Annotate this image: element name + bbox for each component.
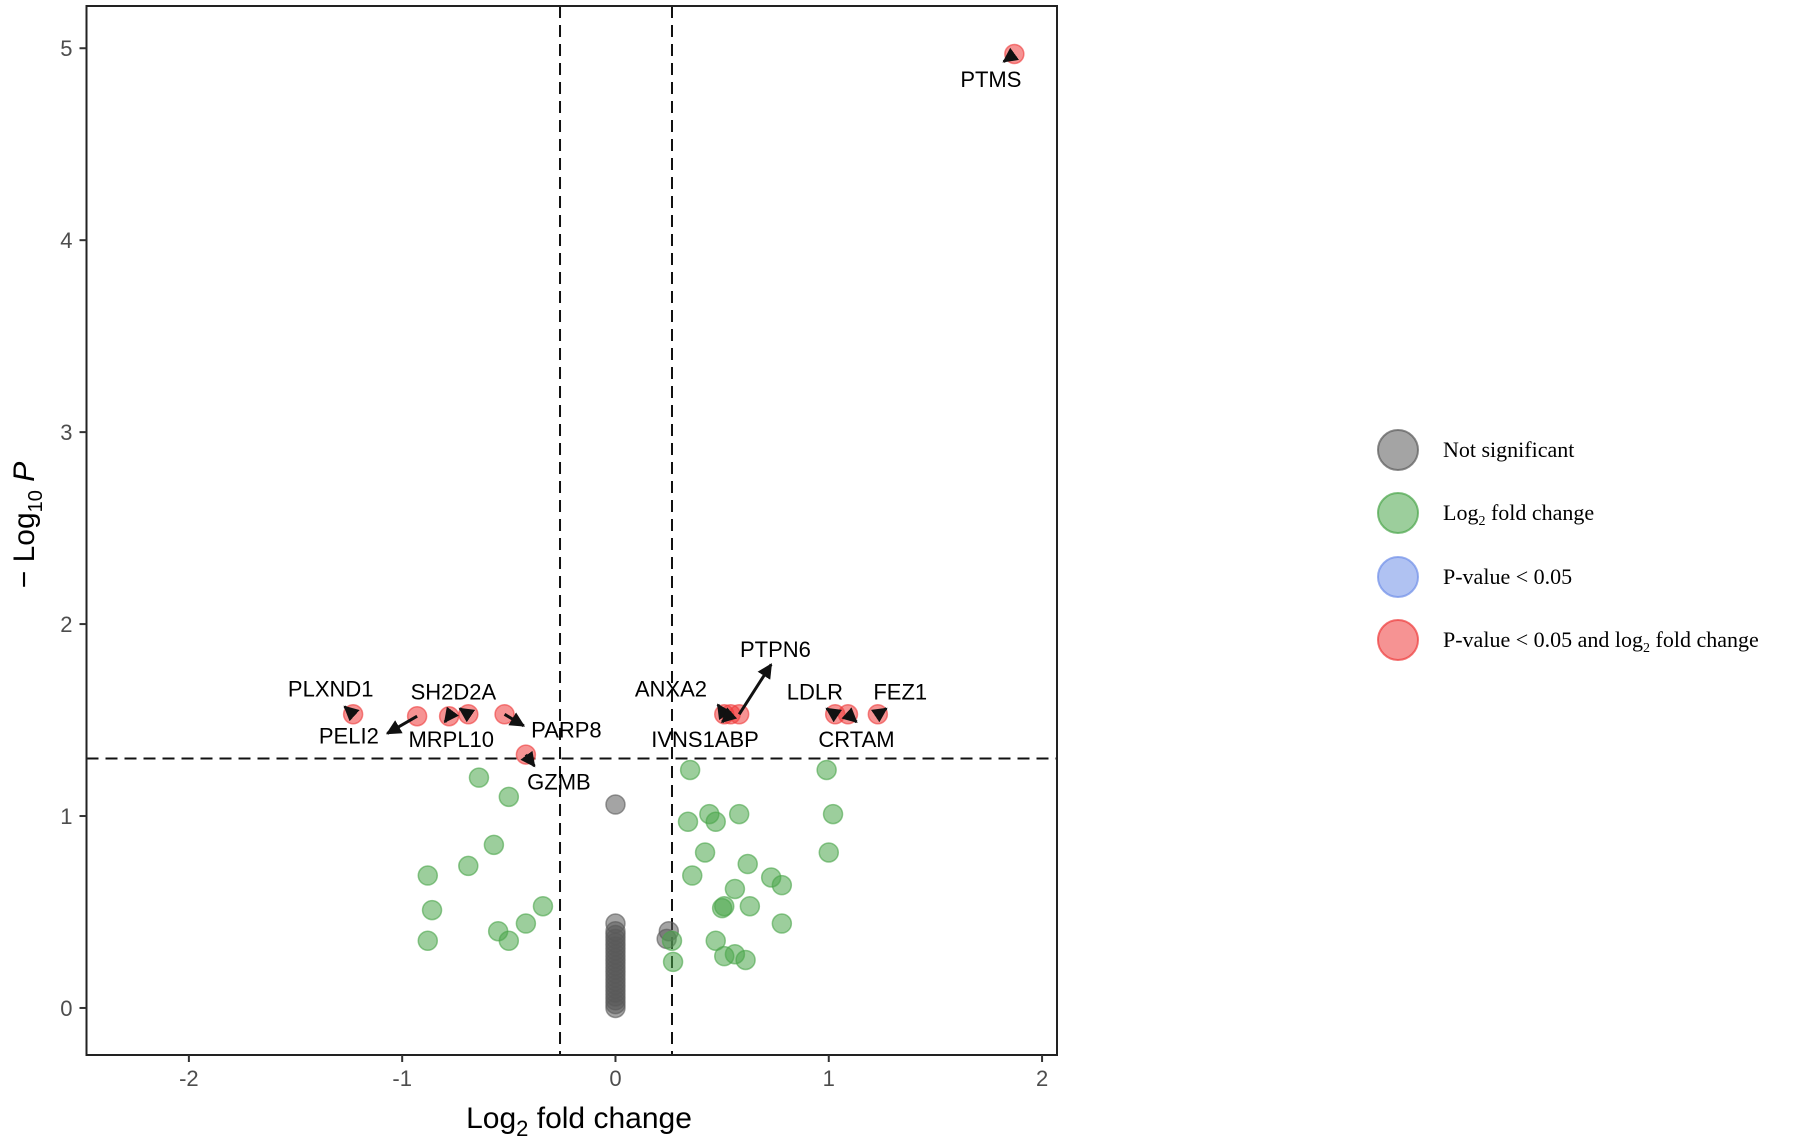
point-fc (739, 895, 761, 917)
x-tick-label: 1 (823, 1066, 835, 1091)
annotation-arrow (443, 706, 459, 724)
x-axis-title-sub: 2 (516, 1116, 528, 1141)
legend-swatch-p (1377, 556, 1419, 598)
plot-frame (85, 5, 1058, 1056)
point-fc (417, 930, 439, 952)
annotation-arrow (458, 707, 476, 723)
point-fc (705, 930, 726, 952)
annotation-arrow (737, 663, 773, 716)
point-fc (724, 878, 746, 900)
data-points (342, 43, 1025, 1019)
point-fc (728, 803, 750, 825)
legend-label: Not significant (1443, 437, 1574, 462)
gene-label: SH2D2A (411, 679, 497, 704)
point-fc (822, 803, 844, 825)
gene-label: PELI2 (319, 723, 379, 748)
point-fc (679, 759, 701, 781)
annotation-arrow (343, 705, 360, 722)
legend: Not significant Log2 fold change P-value <… (1377, 429, 1759, 661)
point-fc (662, 951, 684, 973)
annotation-arrow (385, 714, 418, 735)
gene-label: MRPL10 (408, 727, 494, 752)
point-fc (771, 913, 793, 934)
x-tick-label: 2 (1036, 1066, 1048, 1091)
legend-label: Log2 fold change (1443, 500, 1594, 529)
x-tick-label: -2 (179, 1066, 199, 1091)
annotation-arrow (721, 707, 738, 724)
threshold-lines (86, 6, 1057, 1055)
gene-label: PTMS (960, 67, 1021, 92)
point-fc (421, 899, 443, 921)
gene-label: PTPN6 (740, 637, 811, 662)
point-fc (735, 949, 756, 971)
point-fc (498, 786, 520, 808)
legend-label: P-value < 0.05 and log2 fold change (1443, 627, 1759, 656)
point-ns (605, 997, 626, 1019)
gene-label: PLXND1 (288, 676, 374, 701)
gene-label: LDLR (787, 679, 843, 704)
legend-swatch-ns (1377, 429, 1419, 471)
x-tick-label: -1 (392, 1066, 412, 1091)
point-fc (483, 834, 505, 856)
y-tick-label: 5 (60, 36, 72, 61)
gene-label: FEZ1 (873, 679, 927, 704)
gene-label: CRTAM (818, 727, 894, 752)
y-axis: 0 1 2 3 4 5 (60, 36, 87, 1021)
annotation-arrow (825, 707, 843, 723)
y-tick-label: 0 (60, 996, 72, 1021)
y-axis-title-sub: 10 (25, 490, 47, 512)
gene-label: PARP8 (531, 718, 602, 743)
annotation-arrow (503, 712, 526, 728)
y-tick-label: 2 (60, 612, 72, 637)
point-ns (605, 794, 626, 815)
x-axis-title: Log2 fold change (466, 1102, 692, 1141)
point-fc (737, 853, 758, 875)
y-tick-label: 1 (60, 804, 72, 829)
annotation-arrow (520, 750, 536, 768)
legend-swatch-both (1377, 619, 1419, 661)
gene-label: IVNS1ABP (651, 727, 759, 752)
y-tick-label: 3 (60, 420, 72, 445)
point-fc (515, 913, 537, 934)
point-fc (682, 865, 703, 886)
point-fc (468, 767, 490, 788)
gene-label: ANXA2 (635, 676, 707, 701)
point-fc (771, 874, 793, 896)
y-tick-label: 4 (60, 228, 72, 253)
y-axis-title: − Log10 P (8, 462, 47, 589)
legend-label: P-value < 0.05 (1443, 564, 1572, 589)
gene-annotations: PTMS PLXND1 PELI2 MRPL10 SH2D2A PARP8 GZMB ANXA… (288, 47, 1021, 794)
legend-swatch-fc (1377, 492, 1419, 534)
point-fc (694, 842, 716, 863)
point-fc (498, 930, 520, 952)
point-fc (417, 865, 439, 886)
gene-label: GZMB (527, 769, 591, 794)
x-axis: -2 -1 0 1 2 (179, 1055, 1048, 1091)
point-fc (677, 811, 699, 833)
annotation-arrow (870, 707, 888, 723)
point-fc (705, 811, 726, 833)
annotation-arrow (841, 707, 858, 724)
point-fc (661, 930, 683, 952)
annotation-arrow (1002, 47, 1020, 63)
point-fc (714, 895, 735, 917)
point-fc (816, 759, 837, 781)
point-fc (458, 855, 479, 877)
point-fc (532, 895, 554, 917)
x-tick-label: 0 (609, 1066, 621, 1091)
point-fc (818, 842, 840, 863)
